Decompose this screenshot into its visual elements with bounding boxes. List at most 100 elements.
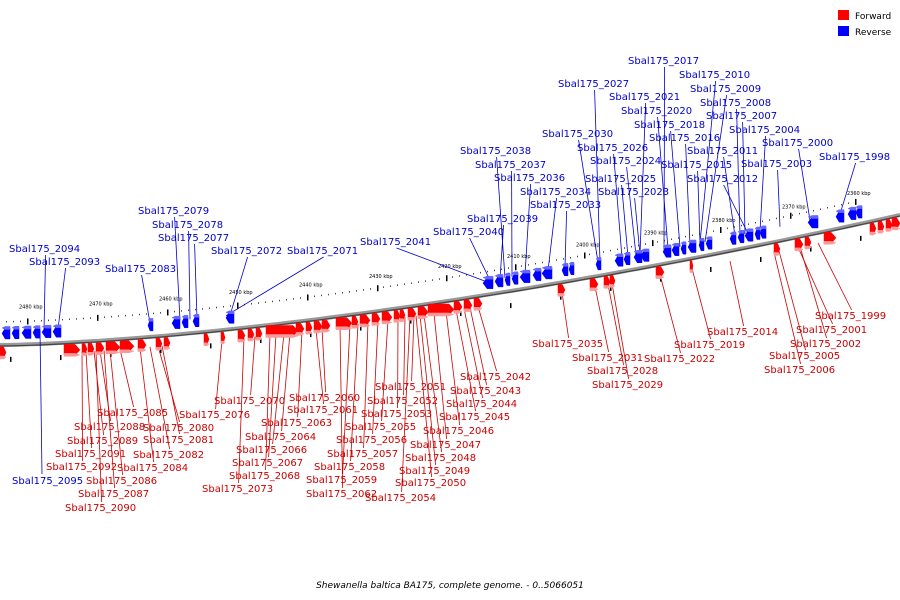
gene-label: Sbal175_2045 xyxy=(439,412,510,423)
gene-arrow xyxy=(255,336,263,341)
gene-label: Sbal175_2077 xyxy=(158,233,229,244)
tick-dot xyxy=(411,282,412,284)
tick-dot xyxy=(62,318,63,321)
tick-dot xyxy=(265,301,266,303)
gene-label: Sbal175_2059 xyxy=(306,475,377,486)
label-leader xyxy=(401,316,411,493)
gene-arrow xyxy=(295,332,305,336)
tick-dot xyxy=(783,216,784,218)
gene-label: Sbal175_2008 xyxy=(700,98,771,109)
label-leader xyxy=(433,312,447,440)
gene-arrow xyxy=(305,330,313,335)
label-leader xyxy=(657,116,669,250)
label-leader xyxy=(139,347,154,463)
tick-dot xyxy=(603,251,604,253)
gene-label: Sbal175_2068 xyxy=(229,471,300,482)
label-leader xyxy=(350,323,359,462)
tick-dot xyxy=(90,317,91,319)
label-leader xyxy=(613,153,623,258)
gene-arrow xyxy=(640,248,650,253)
label-leader xyxy=(265,334,271,471)
tick-dot xyxy=(727,227,728,230)
tick-dot xyxy=(153,312,154,315)
tick-dot xyxy=(160,312,161,314)
tick-mark xyxy=(446,275,448,282)
gene-arrow xyxy=(63,353,81,357)
tick-mark-lower xyxy=(860,235,862,241)
gene-arrow xyxy=(568,261,575,266)
tick-dot xyxy=(570,256,571,259)
gene-label: Sbal175_2070 xyxy=(214,396,285,407)
tick-dot xyxy=(418,281,419,283)
gene-label: Sbal175_2027 xyxy=(558,79,629,90)
label-leader xyxy=(81,351,83,462)
gene-label: Sbal175_2037 xyxy=(475,160,546,171)
gene-arrow xyxy=(633,249,643,254)
tick-dot xyxy=(841,203,842,206)
gene-label: Sbal175_2022 xyxy=(644,354,715,365)
label-leader xyxy=(157,346,180,423)
legend-reverse-label: Reverse xyxy=(855,28,892,38)
tick-dot xyxy=(508,267,509,269)
gene-label: Sbal175_2078 xyxy=(152,220,223,231)
label-leader xyxy=(699,80,716,243)
tick-dot xyxy=(466,274,467,276)
tick-dot xyxy=(118,315,119,317)
tick-dot xyxy=(556,259,557,261)
backbone xyxy=(0,213,900,347)
tick-dot xyxy=(202,308,203,310)
label-leader xyxy=(43,254,46,330)
tick-dot xyxy=(300,297,301,299)
tick-dot xyxy=(342,291,343,294)
label-leader xyxy=(423,314,442,453)
tick-label: 2390 kbp xyxy=(644,231,668,237)
gene-label: Sbal175_2017 xyxy=(628,56,699,67)
label-leader xyxy=(396,247,486,282)
tick-mark-lower xyxy=(410,318,412,324)
tick-dot xyxy=(664,239,665,242)
label-leader xyxy=(281,332,291,432)
tick-label: 2380 kbp xyxy=(712,218,736,224)
label-leader xyxy=(403,317,406,396)
gene-arrow xyxy=(698,237,705,242)
gene-label: Sbal175_2024 xyxy=(590,156,661,167)
label-leader xyxy=(496,156,506,278)
gene-label: Sbal175_2025 xyxy=(585,174,656,185)
label-leaders xyxy=(39,66,856,503)
label-leader xyxy=(315,329,324,405)
label-leader xyxy=(103,350,115,489)
label-leader xyxy=(85,351,92,449)
label-leader xyxy=(564,210,567,268)
label-leader xyxy=(342,324,351,475)
gene-label: Sbal175_2030 xyxy=(542,129,613,140)
map-caption: Shewanella baltica BA175, complete genom… xyxy=(316,581,584,591)
tick-label: 2420 kbp xyxy=(438,264,462,270)
gene-label: Sbal175_2042 xyxy=(460,372,531,383)
gene-label: Sbal175_2054 xyxy=(365,493,436,504)
tick-dot xyxy=(390,285,391,287)
tick-dot xyxy=(494,269,495,272)
label-leader xyxy=(250,336,256,396)
gene-arrow xyxy=(147,318,154,322)
gene-label: Sbal175_2006 xyxy=(764,365,835,376)
gene-label: Sbal175_2014 xyxy=(707,327,778,338)
tick-dot xyxy=(439,278,440,280)
tick-dot xyxy=(624,247,625,249)
tick-mark-lower xyxy=(460,311,462,317)
gene-arrow xyxy=(1,326,11,330)
label-leader xyxy=(547,197,557,271)
gene-arrow xyxy=(321,328,331,333)
tick-dot xyxy=(69,318,70,321)
legend-forward-swatch xyxy=(838,10,849,20)
gene-label: Sbal175_2073 xyxy=(202,484,273,495)
tick-mark-lower xyxy=(160,348,162,354)
gene-arrow xyxy=(41,324,52,329)
tick-label: 2410 kbp xyxy=(507,254,531,260)
tick-dot xyxy=(83,317,84,320)
label-leader xyxy=(670,130,681,247)
gene-label: Sbal175_2057 xyxy=(327,449,398,460)
tick-label: 2430 kbp xyxy=(369,274,393,280)
gene-label: Sbal175_2071 xyxy=(287,246,358,257)
gene-arrow xyxy=(773,252,781,256)
